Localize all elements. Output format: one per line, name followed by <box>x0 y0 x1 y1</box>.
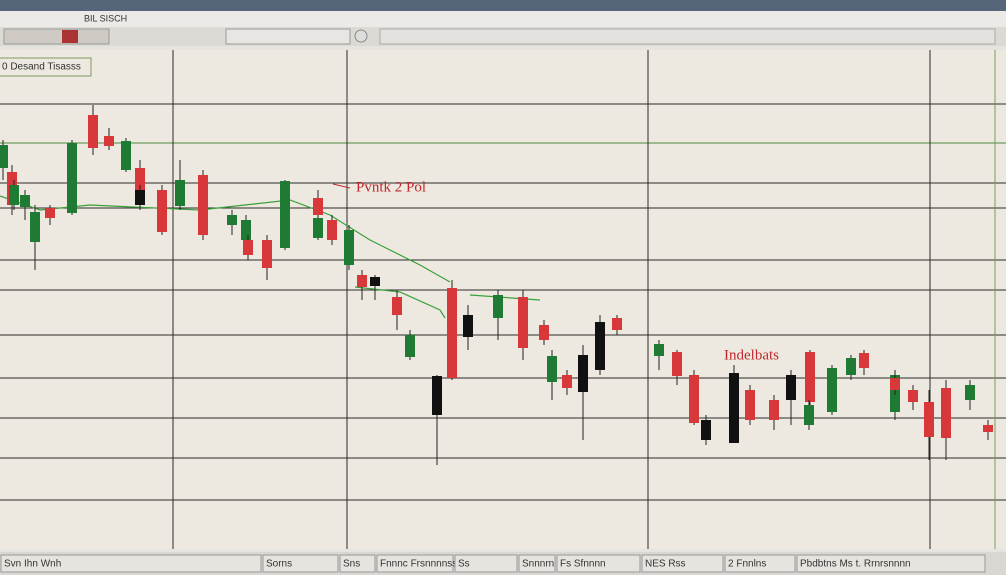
candle-body <box>463 315 473 337</box>
candle-body <box>595 322 605 370</box>
candle-body <box>539 325 549 340</box>
candle-body <box>983 425 993 432</box>
status-text: Svn Ihn Wnh <box>4 559 61 570</box>
candle-body <box>0 145 8 168</box>
status-cell <box>641 554 724 573</box>
candle-body <box>370 277 380 286</box>
toolbar-group[interactable] <box>225 28 351 45</box>
toolbar-button[interactable] <box>354 29 368 43</box>
window-title: BIL SISCH <box>84 13 127 23</box>
status-cell <box>376 554 454 573</box>
status-text: NES Rss <box>645 559 686 570</box>
status-text: Ss <box>458 559 470 570</box>
candle-body <box>924 402 934 437</box>
candle-body <box>562 375 572 388</box>
candle-body <box>786 375 796 400</box>
candle-body <box>357 275 367 287</box>
candle-body <box>805 352 815 402</box>
moving-average <box>469 294 541 301</box>
candle-body <box>578 355 588 392</box>
annotation-arrow <box>332 183 351 189</box>
candle-body <box>327 220 337 240</box>
candle-body <box>135 190 145 205</box>
candle-body <box>701 420 711 440</box>
candle-body <box>280 181 290 248</box>
candle-body <box>672 352 682 376</box>
candle-body <box>965 385 975 400</box>
candle-body <box>9 185 19 205</box>
status-cell <box>339 554 376 573</box>
candle-body <box>344 230 354 265</box>
candle-body <box>30 212 40 242</box>
candle-body <box>612 318 622 330</box>
candle-body <box>104 136 114 146</box>
status-cell <box>556 554 641 573</box>
candle-body <box>175 180 185 206</box>
candle-body <box>493 295 503 318</box>
status-text: Sns <box>343 559 360 570</box>
address-field[interactable] <box>379 28 996 45</box>
toolbar-group[interactable] <box>3 28 110 45</box>
status-cell <box>454 554 518 573</box>
candle-body <box>313 198 323 215</box>
status-text: 2 Fnnlns <box>728 559 766 570</box>
candle-body <box>890 378 900 390</box>
status-cell <box>0 554 262 573</box>
candle-body <box>745 390 755 420</box>
moving-average <box>354 286 446 319</box>
candle-body <box>804 405 814 425</box>
candle-body <box>859 353 869 368</box>
title-bar <box>0 0 1006 11</box>
menu-bar <box>0 11 1006 27</box>
candle-body <box>729 373 739 443</box>
annotation: Pvntk 2 Pol <box>356 179 426 195</box>
status-cell <box>262 554 339 573</box>
candle-body <box>198 175 208 235</box>
candle-body <box>88 115 98 148</box>
chart-label-box <box>0 57 92 77</box>
candle-body <box>121 141 131 170</box>
candle-body <box>447 288 457 378</box>
status-text: Fs Sfnnnn <box>560 559 606 570</box>
status-cell <box>796 554 986 573</box>
candle-body <box>262 240 272 268</box>
candle-body <box>45 208 55 218</box>
candle-body <box>243 240 253 255</box>
toolbar-button[interactable] <box>62 30 78 43</box>
candle-body <box>313 218 323 238</box>
candle-body <box>227 215 237 225</box>
candle-body <box>405 335 415 357</box>
candle-body <box>846 358 856 375</box>
status-cell <box>518 554 556 573</box>
candle-body <box>241 220 251 240</box>
candle-body <box>392 297 402 315</box>
candle-body <box>547 356 557 382</box>
candle-body <box>20 195 30 207</box>
status-text: Fnnnc Frsnnnnss <box>380 559 457 570</box>
candle-body <box>941 388 951 438</box>
candle-body <box>769 400 779 420</box>
status-cell <box>724 554 796 573</box>
candle-body <box>157 190 167 232</box>
chart-label: 0 Desand Tisasss <box>2 62 81 73</box>
status-text: Pbdbtns Ms t. Rrnrsnnnn <box>800 559 911 570</box>
candle-body <box>654 344 664 356</box>
status-text: Sorns <box>266 559 292 570</box>
candle-body <box>827 368 837 412</box>
candle-body <box>908 390 918 402</box>
candle-body <box>689 375 699 423</box>
candle-body <box>432 376 442 415</box>
candle-body <box>518 297 528 348</box>
status-text: Snnnrn <box>522 559 554 570</box>
candle-body <box>67 143 77 213</box>
annotation: Indelbats <box>724 347 779 363</box>
